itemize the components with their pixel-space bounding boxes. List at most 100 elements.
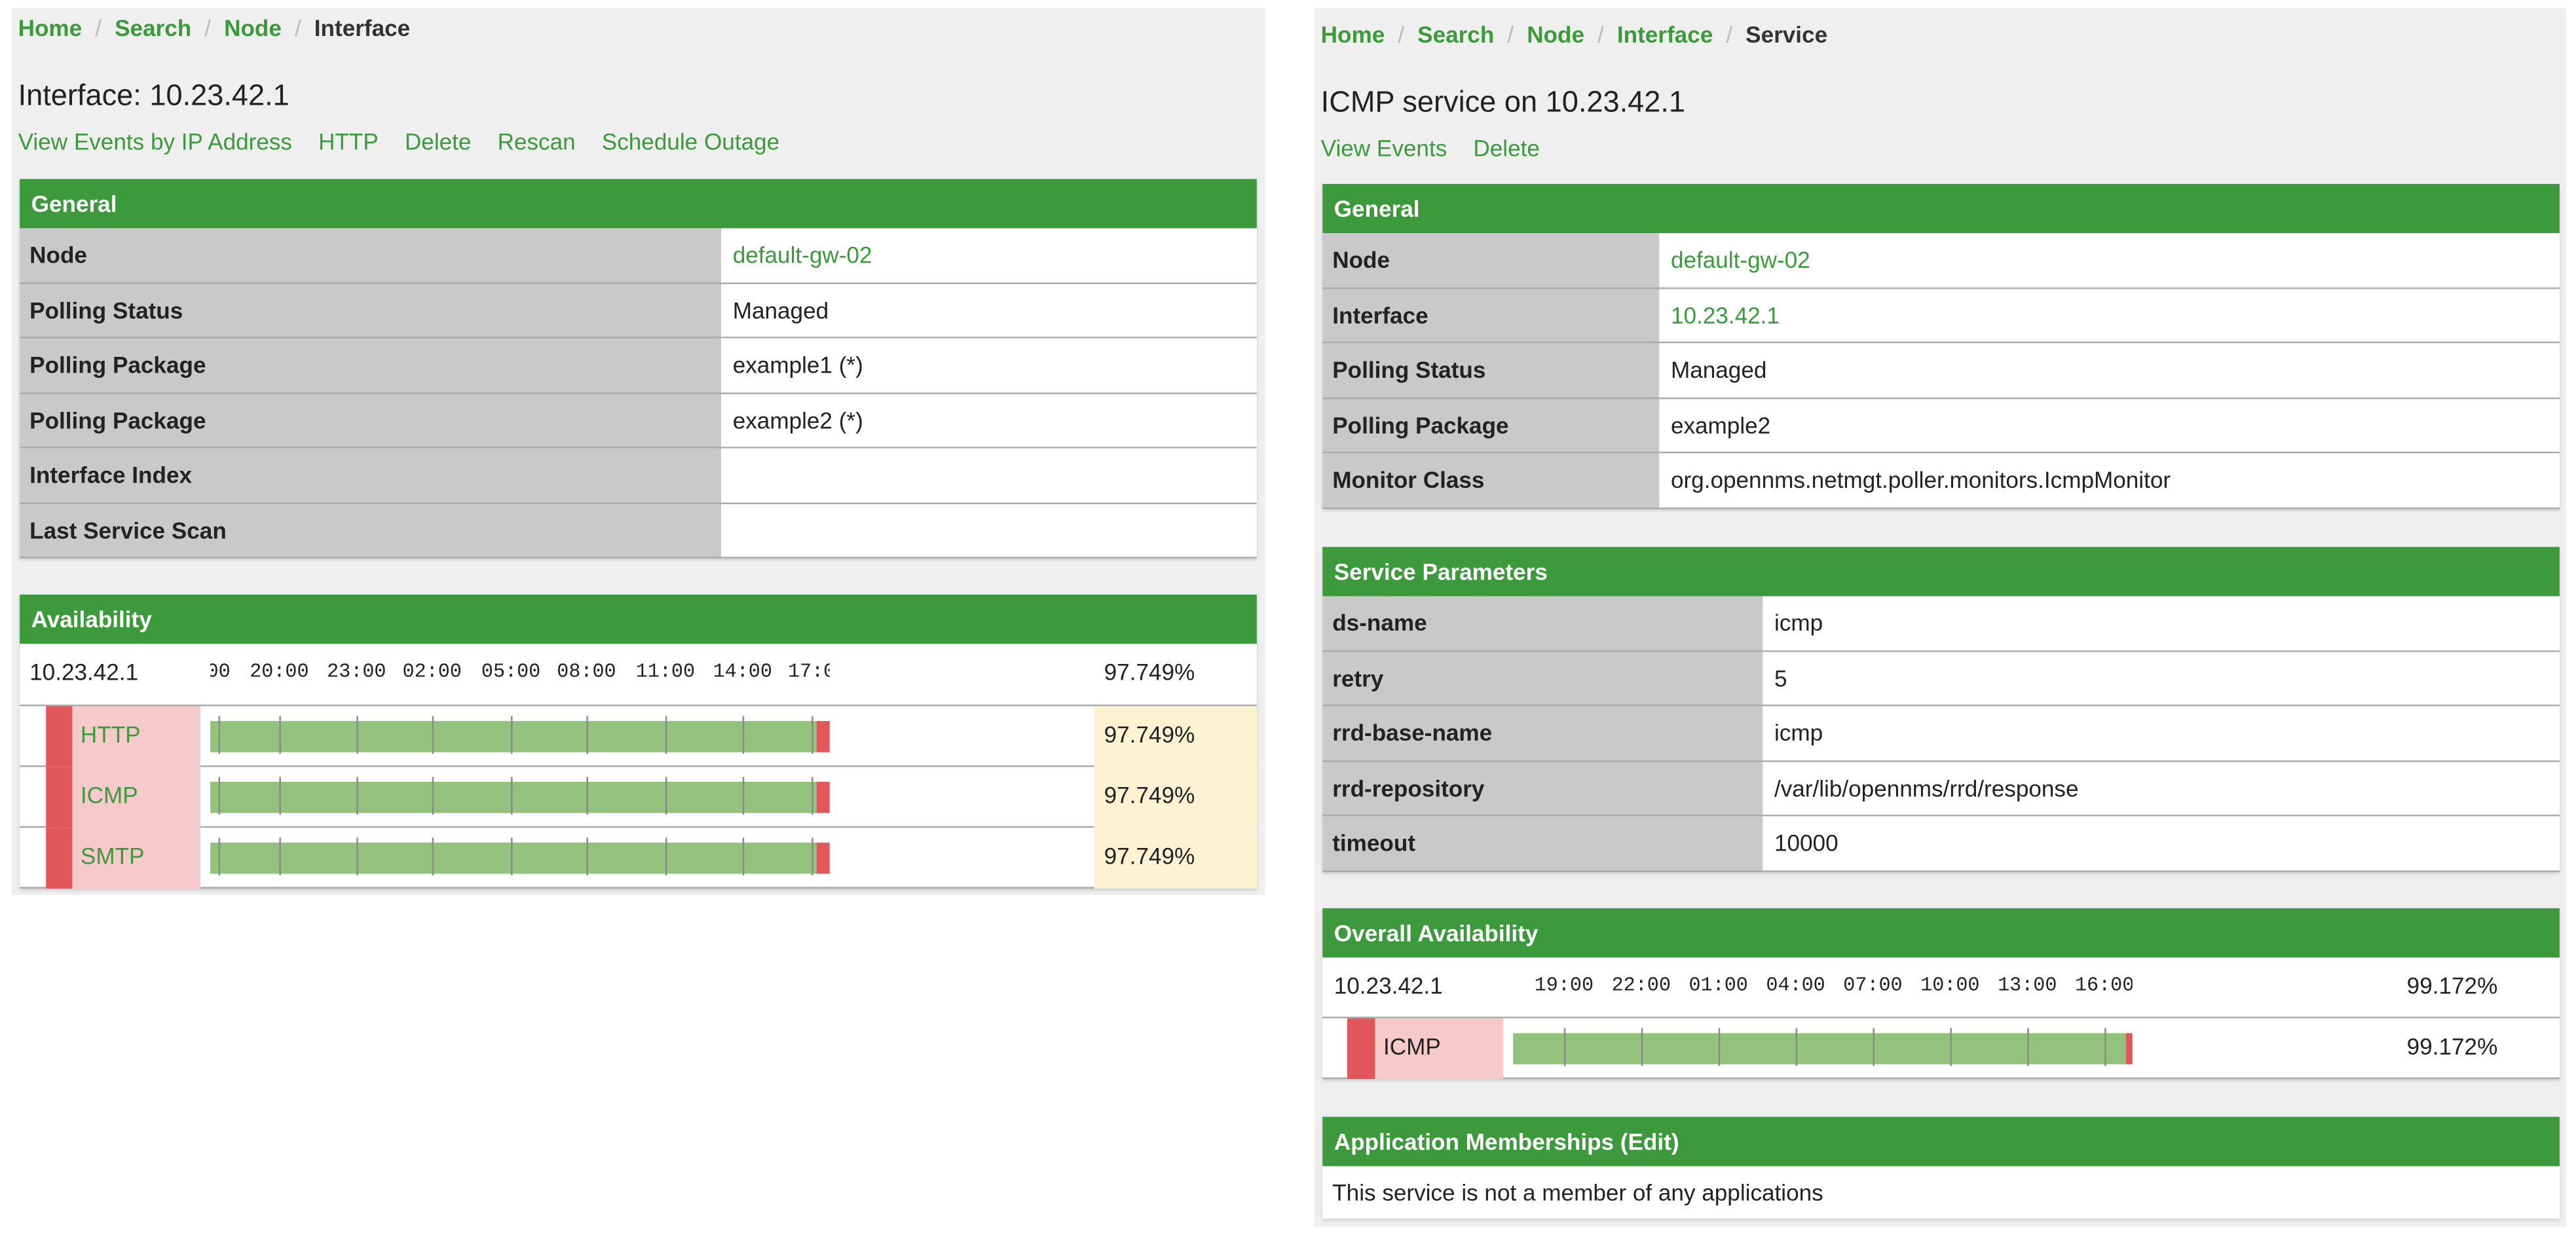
timeline-tick <box>665 777 667 815</box>
page-title: Interface: 10.23.42.1 <box>18 79 289 112</box>
value-text[interactable]: default-gw-02 <box>1670 246 1810 274</box>
timeline-tick <box>1718 1028 1721 1066</box>
row-line <box>20 644 1257 707</box>
value-text: Managed <box>1670 356 1767 384</box>
service-name: ICMP <box>1383 1033 1441 1059</box>
overall-availability: 97.749% <box>1104 658 1195 685</box>
timeline-label: 07:00 <box>1843 974 1903 997</box>
timeline-label: 20:00 <box>250 660 309 684</box>
row-line <box>20 828 1257 889</box>
row-label: Interface Index <box>20 448 722 504</box>
row-label: Polling Status <box>1322 343 1660 399</box>
timeline-label: 01:00 <box>1689 974 1748 997</box>
service-name[interactable]: ICMP <box>80 781 138 809</box>
section-header: Service Parameters <box>1322 547 2560 597</box>
row-value: default-gw-02 <box>721 228 1257 284</box>
availability-bar <box>210 781 817 813</box>
row-label: Polling Package <box>20 393 722 449</box>
breadcrumb-item[interactable]: Interface <box>1616 21 1713 48</box>
row-value: /var/lib/opennms/rrd/response <box>1763 761 2560 817</box>
action-link[interactable]: Schedule Outage <box>601 128 780 155</box>
outage-segment <box>816 781 830 813</box>
row-value: 5 <box>1763 651 2560 707</box>
status-indicator <box>46 706 73 767</box>
breadcrumb-item[interactable]: Home <box>1320 21 1385 48</box>
action-link[interactable]: View Events <box>1320 134 1447 161</box>
row-value: example2 <box>1659 398 2560 454</box>
row-label: rrd-repository <box>1322 761 1763 817</box>
row-line <box>20 707 1257 767</box>
action-link[interactable]: Delete <box>404 128 472 155</box>
row-label: Polling Package <box>20 338 722 394</box>
timeline-label: 00 <box>210 660 231 684</box>
timeline-tick <box>665 716 667 754</box>
row-value: Managed <box>1659 343 2560 399</box>
row-value: example1 (*) <box>721 338 1257 394</box>
timeline-tick <box>742 777 745 815</box>
action-link[interactable]: Delete <box>1473 134 1540 161</box>
timeline-tick <box>586 837 588 875</box>
section-header: General <box>20 179 1257 229</box>
timeline-tick <box>218 777 221 815</box>
timeline-label: 05:00 <box>481 660 541 684</box>
value-text: /var/lib/opennms/rrd/response <box>1774 775 2079 801</box>
row-value: Managed <box>721 283 1257 339</box>
timeline-label: 08:00 <box>557 660 616 684</box>
timeline-label: 10:00 <box>1920 974 1980 997</box>
action-link[interactable]: HTTP <box>318 128 379 155</box>
breadcrumb-item[interactable]: Node <box>224 14 282 41</box>
timeline-tick <box>586 777 588 815</box>
timeline-tick <box>511 777 513 815</box>
timeline-tick <box>812 777 813 815</box>
availability-bar <box>1513 1033 2126 1065</box>
breadcrumb-item[interactable]: Search <box>115 14 192 41</box>
action-link[interactable]: Rescan <box>497 128 576 155</box>
row-value: org.opennms.netmgt.poller.monitors.IcmpM… <box>1659 453 2560 509</box>
separator <box>1507 22 1514 48</box>
row-label: Polling Status <box>20 283 722 339</box>
value-text: Managed <box>732 297 829 323</box>
row-value: default-gw-02 <box>1659 233 2560 289</box>
interface-address: 10.23.42.1 <box>1334 972 1443 999</box>
timeline-tick <box>218 837 221 875</box>
timeline-tick <box>1950 1028 1952 1066</box>
timeline-tick <box>1641 1028 1643 1066</box>
row-label: Last Service Scan <box>20 503 722 559</box>
timeline-labels: 19:00 22:00 01:00 04:00 07:00 10:00 13:00 16:00 <box>1513 970 2133 1003</box>
row-label: ds-name <box>1322 596 1763 652</box>
timeline-label: 22:00 <box>1611 974 1671 997</box>
timeline-tick <box>279 777 281 815</box>
service-name[interactable]: SMTP <box>80 842 145 869</box>
value-text[interactable]: 10.23.42.1 <box>1670 301 1780 329</box>
row-label: Node <box>20 228 722 284</box>
outage-segment <box>2125 1033 2133 1065</box>
timeline-tick <box>742 837 745 875</box>
timeline-tick <box>432 837 434 875</box>
availability-bar <box>210 842 817 874</box>
service-availability: 99.172% <box>2406 1033 2498 1059</box>
section-header: Application Memberships (Edit) <box>1322 1116 2560 1166</box>
row-label: Polling Package <box>1322 398 1660 454</box>
value-text: 5 <box>1774 665 1787 691</box>
value-text[interactable]: default-gw-02 <box>732 242 872 268</box>
timeline-label: 11:00 <box>635 660 696 684</box>
value-text: example2 (*) <box>732 407 863 433</box>
row-value: 10.23.42.1 <box>1659 288 2560 344</box>
section-header: Availability <box>20 595 1257 644</box>
breadcrumb-item: Interface <box>314 14 411 41</box>
timeline-tick <box>432 716 434 754</box>
service-name[interactable]: HTTP <box>80 721 141 748</box>
timeline-tick <box>511 837 513 875</box>
breadcrumb-item[interactable]: Home <box>18 14 83 41</box>
action-links: View Events Delete <box>1321 135 1566 161</box>
breadcrumb-item[interactable]: Node <box>1527 21 1584 48</box>
breadcrumb-item[interactable]: Search <box>1417 21 1495 48</box>
timeline-tick <box>2027 1028 2029 1066</box>
separator <box>95 15 102 41</box>
timeline-tick <box>1795 1028 1798 1066</box>
action-link[interactable]: View Events by IP Address <box>18 128 292 155</box>
value-text: icmp <box>1774 610 1823 636</box>
timeline-label: 16:00 <box>2074 974 2133 997</box>
